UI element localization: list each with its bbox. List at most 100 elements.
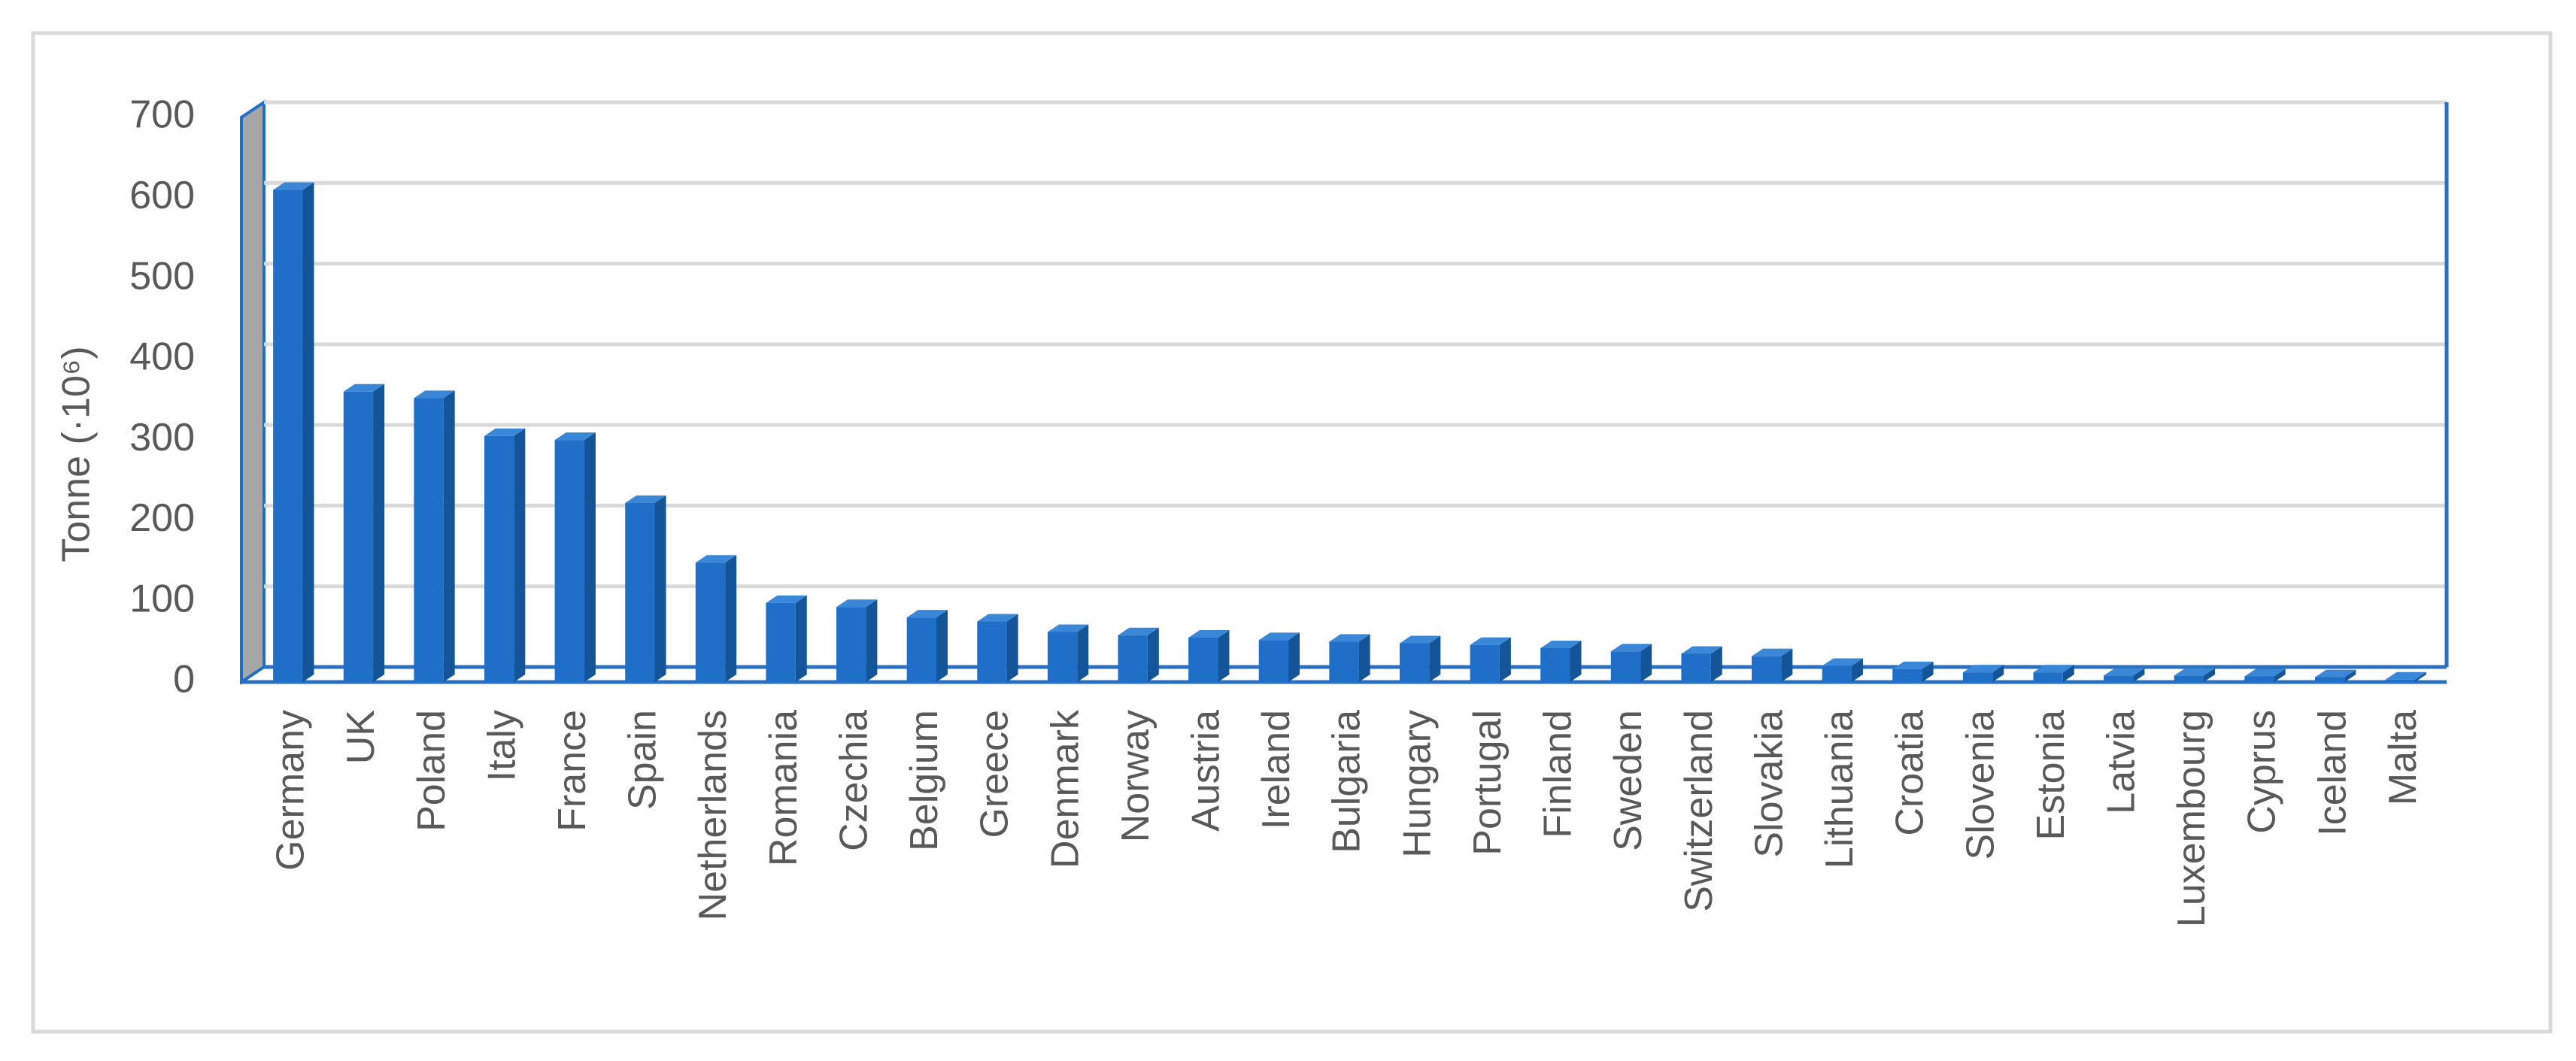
x-tick-label: Norway	[1114, 710, 1158, 842]
x-tick-label: Denmark	[1043, 709, 1087, 869]
y-tick-label: 0	[173, 658, 195, 702]
bar	[766, 602, 796, 682]
bar-side	[2274, 668, 2286, 682]
x-tick-label: Switzerland	[1677, 710, 1721, 912]
bar-side	[1640, 644, 1652, 682]
y-tick-label: 200	[129, 496, 195, 540]
bar-top	[906, 610, 948, 618]
bar	[1047, 632, 1078, 682]
bar-top	[1329, 634, 1370, 642]
bar	[2104, 675, 2134, 682]
bar-side	[2062, 665, 2074, 682]
x-tick-label: Malta	[2381, 710, 2425, 805]
x-tick-label: Germany	[269, 710, 313, 871]
bar	[2385, 679, 2415, 682]
bar-side	[1006, 614, 1018, 682]
x-tick-label: Slovenia	[1959, 710, 2002, 860]
x-tick-label: Portugal	[1466, 710, 1509, 856]
x-tick-label: Cyprus	[2241, 710, 2284, 834]
bar	[414, 398, 444, 682]
bar-top	[977, 614, 1018, 622]
bar-top	[625, 495, 666, 503]
x-tick-label: Luxembourg	[2170, 710, 2213, 927]
bar-top	[1540, 640, 1582, 648]
x-tick-label: Latvia	[2099, 710, 2143, 814]
bar-top	[1752, 648, 1793, 656]
bar	[1962, 672, 1993, 682]
bar	[695, 562, 726, 682]
bar-side	[1077, 624, 1089, 682]
bar	[1399, 643, 1430, 682]
bar-top	[2314, 669, 2356, 678]
y-tick-label: 600	[129, 174, 195, 217]
bar-side	[584, 432, 596, 682]
x-tick-label: Bulgaria	[1325, 710, 1369, 853]
x-tick-label: Lithuania	[1818, 710, 1861, 869]
bar-side	[1218, 629, 1230, 682]
bar-side	[1992, 665, 2004, 682]
bar	[2033, 672, 2063, 682]
bar	[1118, 635, 1148, 682]
bar-top	[766, 595, 807, 603]
bar-top	[414, 390, 455, 399]
bar-side	[373, 383, 385, 682]
bar-side	[514, 428, 526, 682]
y-tick-label: 500	[129, 254, 195, 298]
x-tick-label: France	[551, 710, 594, 832]
bar	[1470, 644, 1500, 682]
bar-side	[302, 182, 314, 683]
y-tick-label: 400	[129, 335, 195, 379]
bar-top	[554, 432, 596, 441]
bar	[273, 189, 303, 683]
x-tick-label: Italy	[480, 710, 523, 781]
bar-top	[836, 599, 878, 608]
bar-top	[1399, 635, 1441, 644]
bar-side	[1781, 648, 1793, 682]
x-tick-label: UK	[339, 710, 383, 765]
x-tick-label: Slovakia	[1747, 710, 1791, 858]
bar	[1188, 637, 1218, 682]
bar-top	[343, 383, 385, 392]
bar-top	[2033, 665, 2074, 673]
y-tick-label: 100	[129, 577, 195, 620]
bar	[1752, 656, 1782, 682]
bar	[1822, 665, 1852, 682]
bar-top	[273, 182, 314, 190]
x-tick-label: Finland	[1537, 710, 1580, 838]
bar-side	[443, 390, 455, 682]
bar-side	[1922, 661, 1934, 682]
bar-side	[795, 595, 807, 682]
bar	[906, 617, 936, 682]
x-tick-label: Iceland	[2311, 710, 2354, 836]
bar-top	[695, 555, 737, 563]
x-tick-label: Estonia	[2029, 710, 2073, 841]
x-tick-label: Belgium	[903, 710, 946, 851]
x-tick-label: Austria	[1185, 710, 1228, 832]
bar-top	[1118, 627, 1159, 635]
bar	[977, 621, 1007, 682]
bar-side	[1147, 627, 1159, 682]
bar	[625, 502, 655, 682]
x-tick-label: Croatia	[1889, 710, 1932, 836]
bar-top	[1047, 624, 1089, 632]
bar-top	[484, 428, 526, 436]
x-tick-label: Czechia	[832, 710, 875, 851]
x-tick-label: Greece	[973, 710, 1017, 838]
bar-top	[1258, 632, 1300, 641]
bar-top	[1470, 637, 1511, 645]
bar	[1258, 640, 1289, 682]
x-tick-label: Spain	[621, 710, 665, 810]
bar-side	[725, 555, 737, 682]
x-tick-label: Sweden	[1607, 710, 1650, 851]
bar-side	[1288, 632, 1300, 682]
bar	[2314, 677, 2345, 682]
bar	[2174, 675, 2204, 682]
bar-side	[866, 599, 878, 682]
bar-side	[2344, 669, 2356, 682]
bar-side	[936, 610, 948, 682]
bar-side	[1710, 646, 1722, 682]
bar	[343, 391, 374, 682]
bar	[1329, 641, 1359, 682]
x-tick-label: Poland	[410, 710, 454, 832]
